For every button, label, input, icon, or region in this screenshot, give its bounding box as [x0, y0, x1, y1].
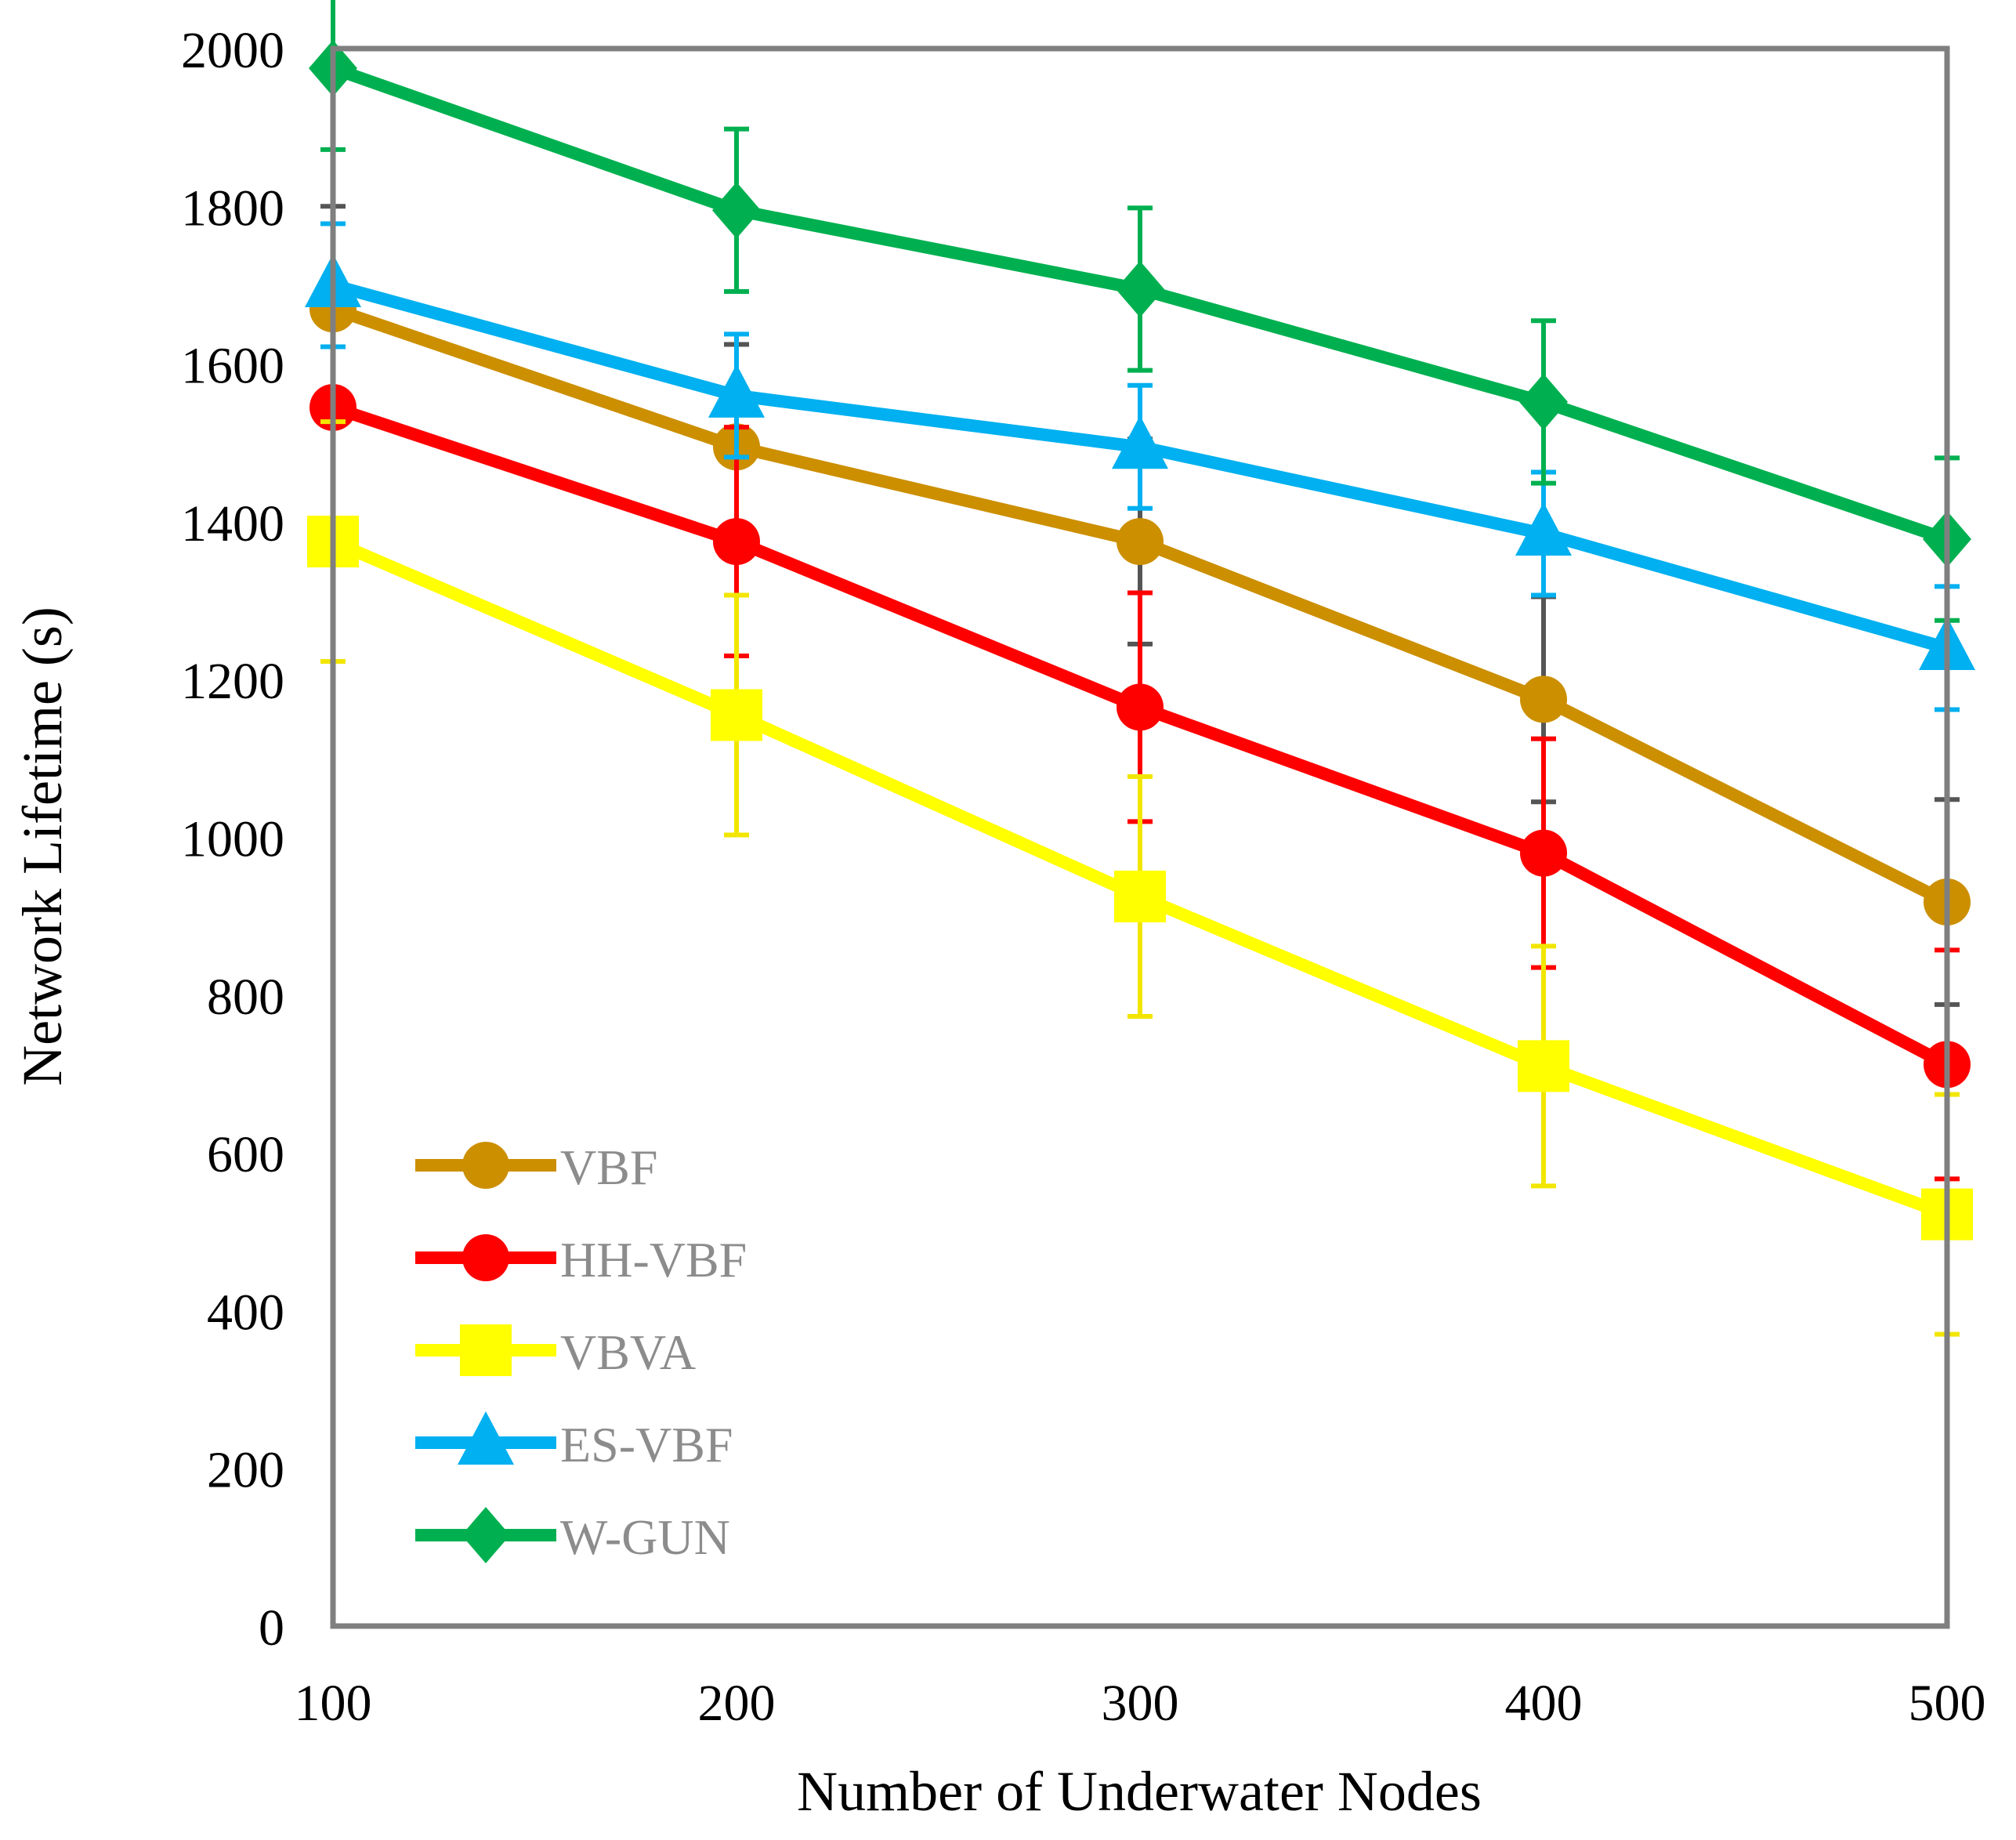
legend-item: ES-VBF [415, 1411, 733, 1472]
legend-item: HH-VBF [415, 1232, 747, 1288]
x-tick-label: 500 [1909, 1675, 1986, 1732]
data-point [1520, 829, 1567, 877]
data-point [713, 518, 760, 566]
x-tick-label: 200 [698, 1675, 776, 1732]
y-tick-label: 1000 [181, 811, 284, 868]
series-w-gun [309, 0, 1971, 623]
y-tick-label: 1200 [181, 653, 284, 710]
x-axis-title: Number of Underwater Nodes [797, 1760, 1482, 1823]
y-tick-label: 0 [259, 1599, 284, 1657]
data-point [1515, 502, 1572, 556]
legend-marker [458, 1411, 514, 1465]
y-tick-label: 200 [207, 1442, 284, 1499]
legend-marker [462, 1234, 509, 1281]
legend-item: VBVA [415, 1324, 696, 1380]
legend-label: W-GUN [560, 1509, 730, 1565]
y-tick-label: 800 [207, 969, 284, 1026]
y-tick-label: 1600 [181, 338, 284, 395]
data-point [711, 689, 762, 741]
legend-marker [462, 1142, 509, 1189]
tick-labels: 0 200 400 600 800 1000 1200 1400 1600 1800 2000 100… [181, 22, 1986, 1732]
data-point [1519, 373, 1568, 430]
data-point [712, 182, 761, 239]
y-tick-label: 1400 [181, 495, 284, 552]
x-tick-label: 100 [295, 1675, 372, 1732]
legend-item: W-GUN [415, 1507, 730, 1565]
plot-frame [330, 45, 1950, 1629]
data-point [1114, 870, 1166, 922]
y-tick-label: 400 [207, 1284, 284, 1341]
data-point [1116, 260, 1164, 317]
data-point [1520, 676, 1567, 723]
y-tick-label: 600 [207, 1126, 284, 1183]
legend-label: ES-VBF [560, 1417, 733, 1472]
y-tick-label: 1800 [181, 179, 284, 237]
legend-marker [460, 1324, 512, 1376]
data-point [1117, 683, 1164, 731]
legend-label: VBF [560, 1139, 658, 1195]
data-point [708, 364, 765, 418]
legend: VBF HH-VBF VBVA ES-VBF W-GUN [415, 1139, 747, 1565]
legend-label: VBVA [560, 1324, 696, 1380]
data-point [1117, 518, 1164, 566]
series-group [305, 0, 1975, 1337]
legend-label: HH-VBF [560, 1232, 747, 1288]
data-point [1518, 1040, 1569, 1092]
x-tick-label: 400 [1505, 1675, 1583, 1732]
data-point [1112, 415, 1168, 469]
x-tick-label: 300 [1102, 1675, 1179, 1732]
y-axis-title: Network Lifetime (s) [11, 607, 74, 1086]
legend-marker [461, 1507, 510, 1563]
legend-item: VBF [415, 1139, 658, 1195]
y-tick-label: 2000 [181, 22, 284, 79]
